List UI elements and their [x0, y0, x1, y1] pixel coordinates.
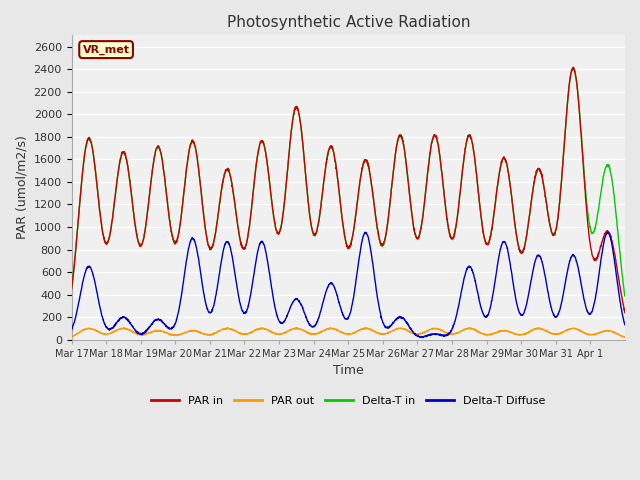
- Title: Photosynthetic Active Radiation: Photosynthetic Active Radiation: [227, 15, 470, 30]
- Y-axis label: PAR (umol/m2/s): PAR (umol/m2/s): [15, 136, 28, 240]
- Text: VR_met: VR_met: [83, 45, 129, 55]
- Legend: PAR in, PAR out, Delta-T in, Delta-T Diffuse: PAR in, PAR out, Delta-T in, Delta-T Dif…: [147, 391, 550, 410]
- X-axis label: Time: Time: [333, 364, 364, 377]
